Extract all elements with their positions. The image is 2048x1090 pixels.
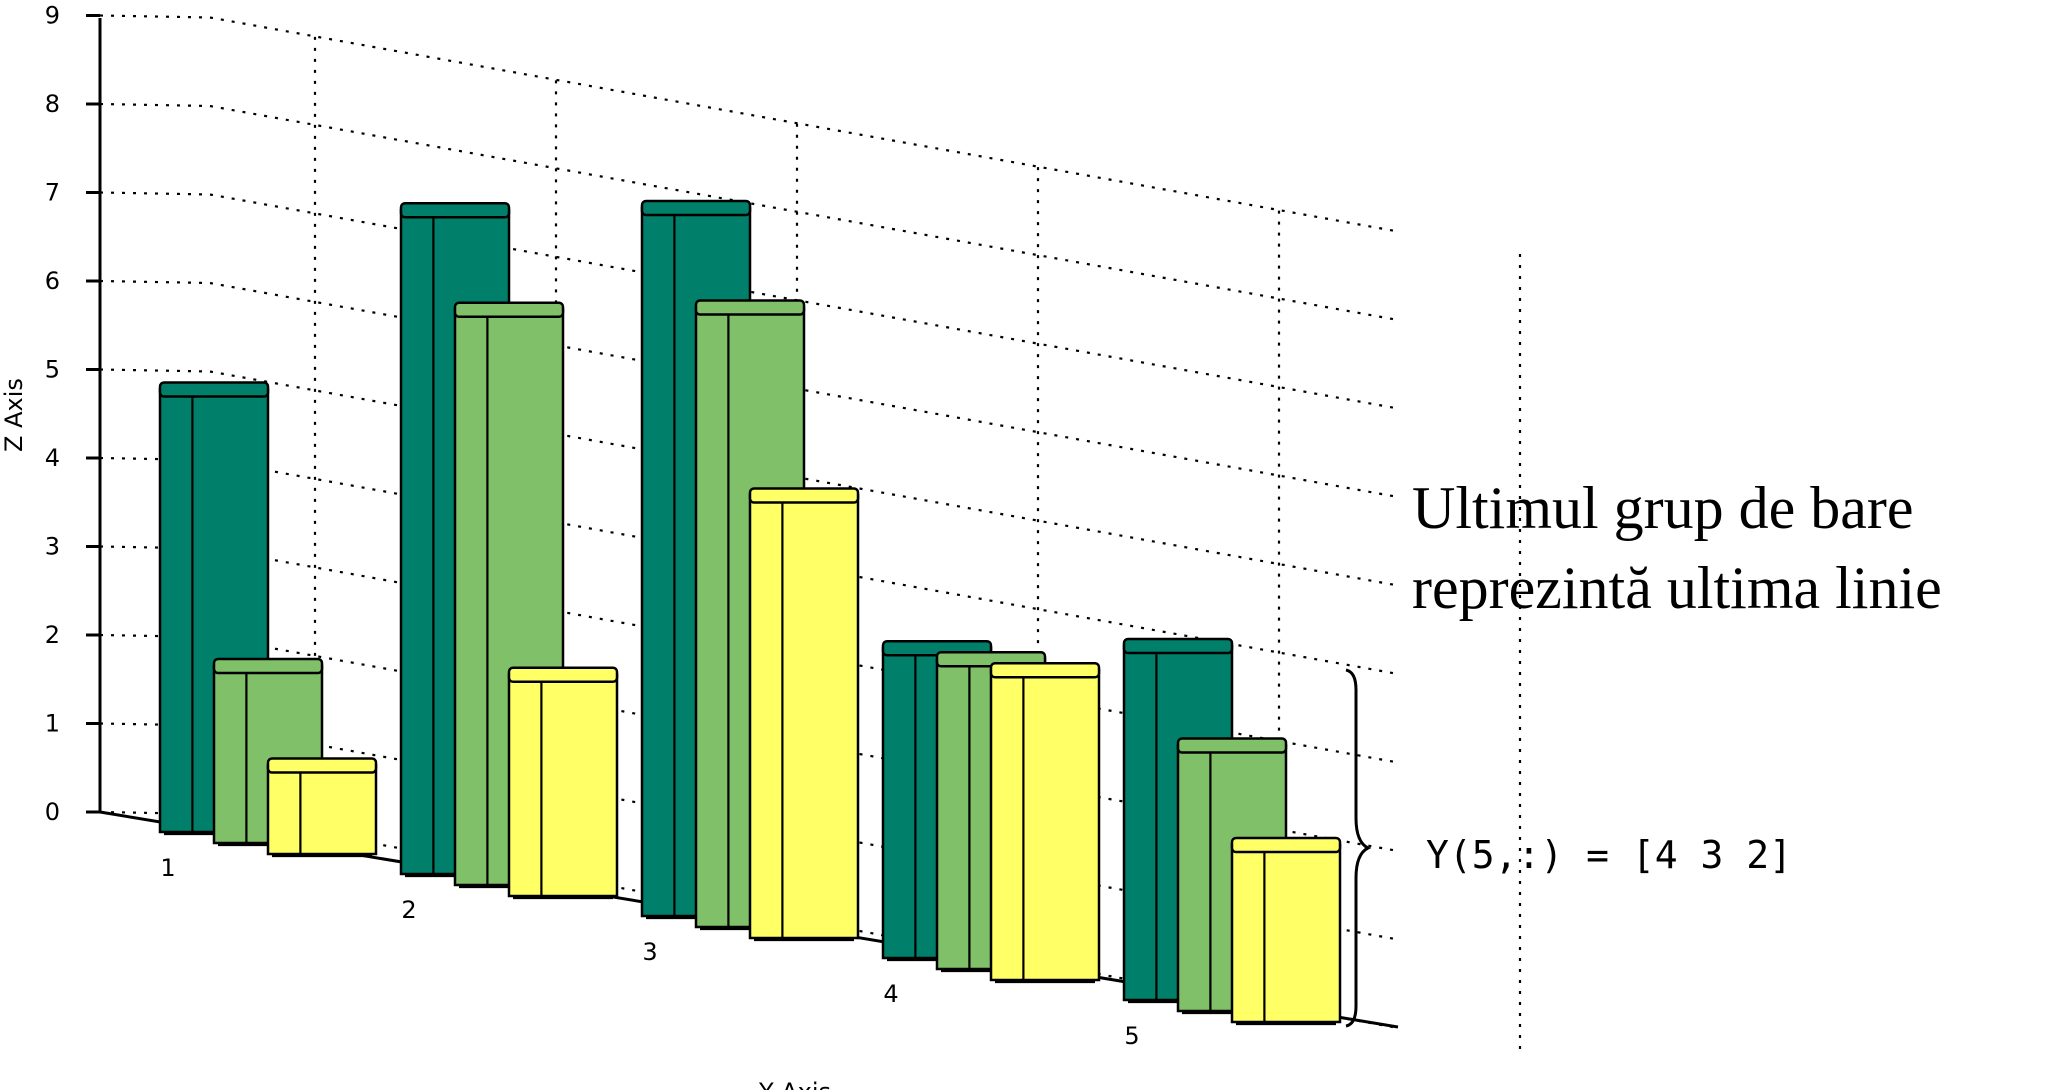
group-brace	[1345, 668, 1372, 1028]
gridline-z	[99, 810, 211, 816]
z-tick-label: 5	[45, 356, 60, 384]
x-axis-label: Y Axis	[758, 1078, 831, 1090]
gridline-z	[99, 545, 211, 550]
z-tick-label: 9	[45, 2, 60, 30]
category-tick-label: 5	[1124, 1022, 1139, 1050]
y-axis-label: Z Axis	[0, 378, 28, 452]
gridline-z	[99, 279, 211, 285]
z-tick-label: 2	[45, 621, 60, 649]
gridline-z	[99, 368, 211, 373]
gridline-z	[99, 722, 211, 727]
z-tick-label: 8	[45, 90, 60, 118]
gridline-z	[99, 191, 211, 196]
bar	[989, 662, 1101, 984]
annotation-line1: Ultimul grup de bare	[1412, 475, 1914, 541]
bar	[748, 487, 860, 942]
z-axis-ticks: 0 1 2 3 4 5 6 7 8 9	[45, 2, 100, 826]
category-tick-label: 4	[883, 980, 898, 1008]
bar	[266, 757, 378, 858]
z-tick-label: 6	[45, 267, 60, 295]
gridline-z	[209, 104, 1399, 322]
y-axis-ticks: 1 2 3 4 5	[160, 854, 1139, 1050]
gridline-z	[99, 456, 211, 462]
z-tick-label: 1	[45, 710, 60, 738]
category-tick-label: 1	[160, 854, 175, 882]
z-tick-label: 4	[45, 444, 60, 472]
bar	[507, 666, 619, 900]
annotation-line2: reprezintă ultima linie	[1412, 555, 1942, 621]
formula-label: Y(5,:) = [4 3 2]	[1426, 833, 1792, 877]
category-tick-label: 2	[401, 896, 416, 924]
gridline-z	[209, 16, 1399, 233]
gridline-z	[99, 633, 211, 639]
z-tick-label: 7	[45, 179, 60, 207]
gridline-z	[99, 102, 211, 108]
z-tick-label: 0	[45, 798, 60, 826]
category-tick-label: 3	[642, 938, 657, 966]
bar	[1230, 836, 1342, 1026]
z-tick-label: 3	[45, 533, 60, 561]
bars	[158, 199, 1342, 1026]
gridline-z	[99, 14, 211, 19]
